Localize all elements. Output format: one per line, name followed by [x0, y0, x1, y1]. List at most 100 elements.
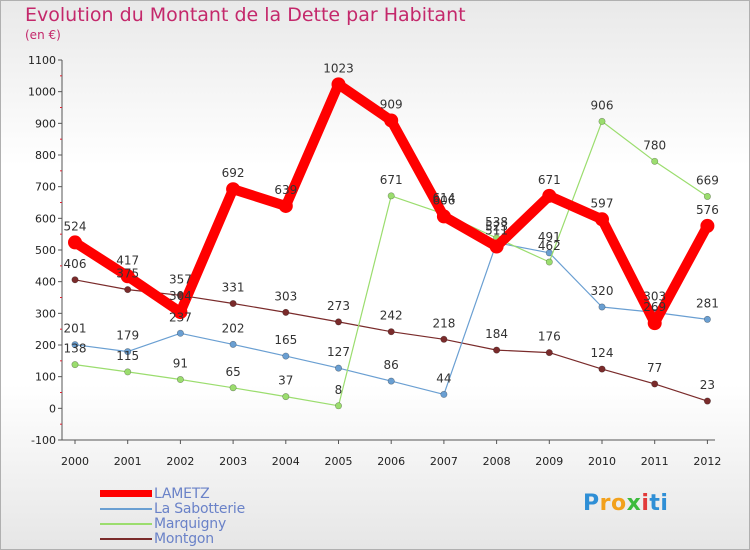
- logo-letter: i: [641, 491, 650, 516]
- y-tick-label: 700: [35, 181, 56, 194]
- data-label-montgon: 77: [647, 361, 662, 375]
- data-point-marquigny: [229, 384, 237, 392]
- data-label-marquigny: 65: [225, 365, 240, 379]
- x-tick-label: 2008: [483, 455, 511, 468]
- y-tick-label: 1100: [28, 54, 56, 67]
- data-point-montgon: [334, 318, 342, 326]
- data-point-montgon: [282, 308, 290, 316]
- data-label-marquigny: 671: [380, 173, 403, 187]
- data-label-la-sabotterie: 127: [327, 345, 350, 359]
- y-tick-label: 200: [35, 339, 56, 352]
- data-label-la-sabotterie: 165: [274, 333, 297, 347]
- data-label-la-sabotterie: 86: [384, 358, 399, 372]
- data-point-la-sabotterie: [124, 348, 132, 356]
- logo-letter: P: [583, 491, 600, 516]
- x-tick-label: 2001: [114, 455, 142, 468]
- data-label-lametz: 671: [538, 173, 561, 187]
- proxiti-logo: Proxiti: [583, 491, 668, 516]
- data-label-montgon: 273: [327, 299, 350, 313]
- data-point-la-sabotterie: [229, 340, 237, 348]
- data-point-marquigny: [71, 361, 79, 369]
- data-label-marquigny: 8: [335, 383, 343, 397]
- y-tick-label: 900: [35, 117, 56, 130]
- data-point-lametz: [173, 305, 188, 320]
- data-point-lametz: [68, 235, 82, 250]
- data-label-marquigny: 138: [64, 342, 87, 356]
- data-point-montgon: [124, 286, 132, 294]
- legend-label-marquigny: Marquigny: [154, 515, 227, 532]
- x-tick-label: 2000: [61, 455, 89, 468]
- data-label-montgon: 218: [432, 316, 455, 330]
- x-tick-label: 2012: [693, 455, 721, 468]
- data-point-la-sabotterie: [387, 377, 395, 385]
- data-label-marquigny: 906: [591, 98, 614, 112]
- y-tick-label: 100: [35, 371, 56, 384]
- x-tick-label: 2003: [219, 455, 247, 468]
- y-tick-label: 800: [35, 149, 56, 162]
- data-label-montgon: 357: [169, 272, 192, 286]
- data-label-lametz: 639: [274, 183, 297, 197]
- data-point-lametz: [542, 188, 557, 203]
- data-label-lametz: 417: [116, 253, 139, 267]
- legend-item-marquigny: Marquigny: [100, 515, 245, 532]
- data-point-la-sabotterie: [598, 303, 606, 311]
- data-label-lametz: 511: [485, 224, 508, 238]
- data-label-lametz: 692: [222, 166, 245, 180]
- data-point-lametz: [226, 182, 241, 197]
- data-label-la-sabotterie: 202: [222, 321, 245, 335]
- data-label-marquigny: 614: [432, 191, 455, 205]
- data-label-la-sabotterie: 237: [169, 310, 192, 324]
- data-point-la-sabotterie: [334, 364, 342, 372]
- data-label-marquigny: 669: [696, 173, 719, 187]
- data-point-montgon: [545, 349, 553, 357]
- x-tick-label: 2004: [272, 455, 300, 468]
- y-tick-label: -100: [31, 434, 56, 447]
- data-point-lametz: [384, 113, 399, 128]
- y-tick-label: 0: [49, 402, 56, 415]
- data-point-marquigny: [176, 376, 184, 384]
- data-point-montgon: [229, 300, 237, 308]
- data-label-montgon: 331: [222, 281, 245, 295]
- data-point-la-sabotterie: [440, 390, 448, 398]
- logo-letter: ti: [649, 491, 669, 516]
- data-label-lametz: 909: [380, 97, 403, 111]
- x-tick-label: 2005: [325, 455, 353, 468]
- data-label-la-sabotterie: 303: [643, 289, 666, 303]
- data-label-la-sabotterie: 523: [485, 220, 508, 234]
- data-point-marquigny: [282, 393, 290, 401]
- data-point-lametz: [647, 316, 662, 331]
- data-label-lametz: 597: [591, 196, 614, 210]
- data-point-marquigny: [124, 368, 132, 376]
- y-tick-label: 600: [35, 212, 56, 225]
- data-label-lametz: 269: [643, 300, 666, 314]
- data-point-lametz: [331, 77, 346, 92]
- data-label-lametz: 606: [432, 193, 455, 207]
- y-tick-label: 1000: [28, 86, 56, 99]
- data-point-la-sabotterie: [176, 329, 184, 337]
- data-label-lametz: 1023: [323, 61, 354, 75]
- x-tick-label: 2002: [166, 455, 194, 468]
- logo-letter: x: [626, 491, 642, 516]
- logo-letter: r: [599, 491, 611, 516]
- data-label-montgon: 124: [591, 346, 614, 360]
- data-label-la-sabotterie: 201: [64, 322, 87, 336]
- data-label-marquigny: 91: [173, 357, 188, 371]
- legend-swatch-montgon: [100, 537, 152, 540]
- data-label-montgon: 242: [380, 309, 403, 323]
- data-point-lametz: [489, 239, 504, 254]
- data-point-montgon: [493, 346, 501, 354]
- data-point-lametz: [278, 198, 293, 213]
- legend-item-la-sabotterie: La Sabotterie: [100, 500, 245, 517]
- data-point-la-sabotterie: [703, 315, 711, 323]
- legend-item-lametz: LAMETZ: [100, 486, 245, 502]
- logo-letter: o: [610, 491, 627, 516]
- data-label-montgon: 176: [538, 330, 561, 344]
- legend-label-la-sabotterie: La Sabotterie: [154, 500, 245, 517]
- data-label-marquigny: 462: [538, 239, 561, 253]
- data-label-la-sabotterie: 491: [538, 230, 561, 244]
- data-point-marquigny: [387, 192, 395, 200]
- x-tick-label: 2007: [430, 455, 458, 468]
- data-point-montgon: [703, 397, 711, 405]
- data-label-marquigny: 37: [278, 374, 293, 388]
